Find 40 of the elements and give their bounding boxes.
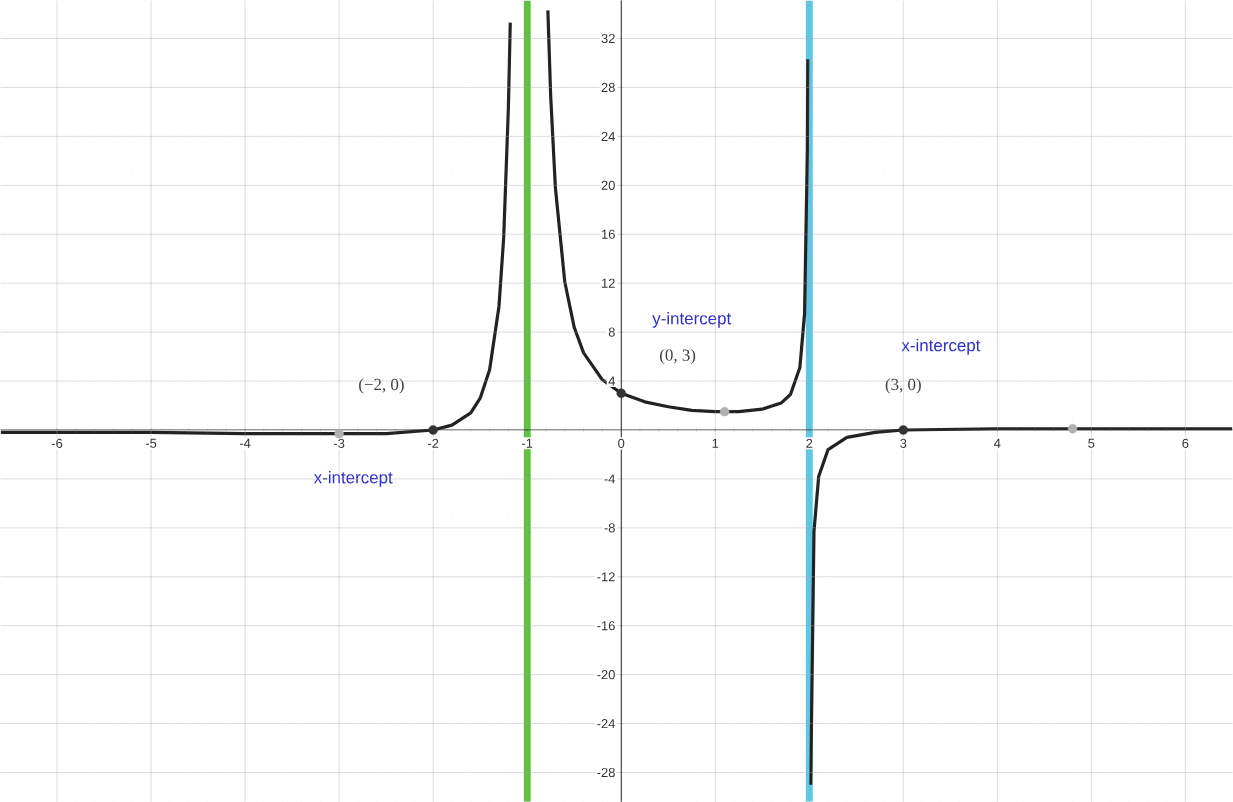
y-tick-label: -24 <box>597 718 616 728</box>
x-tick-label: -4 <box>239 438 251 448</box>
point <box>428 425 438 435</box>
x-tick-label: -2 <box>427 438 439 448</box>
x-tick-label: -6 <box>51 438 63 448</box>
x-tick-label: 0 <box>618 438 625 448</box>
y-tick-label: -28 <box>597 767 615 777</box>
annotation: x-intercept <box>901 338 981 355</box>
point <box>898 425 908 435</box>
y-tick-label: 4 <box>608 376 616 386</box>
y-tick-label: 8 <box>608 327 615 337</box>
x-tick-label: 2 <box>806 438 813 448</box>
x-tick-label: -5 <box>145 438 157 448</box>
annotation: y-intercept <box>652 311 732 328</box>
point <box>616 388 626 398</box>
annotation: (3, 0) <box>885 378 921 394</box>
x-tick-label: 1 <box>712 438 719 448</box>
y-tick-label: 12 <box>601 278 615 288</box>
x-tick-label: 5 <box>1088 438 1095 448</box>
y-tick-label: 32 <box>601 33 615 43</box>
y-tick-label: 28 <box>601 82 615 92</box>
y-tick-label: -4 <box>604 474 616 484</box>
x-tick-label: 4 <box>994 438 1001 448</box>
annotation: (0, 3) <box>660 348 696 365</box>
x-tick-label: 3 <box>900 438 907 448</box>
annotation: x-intercept <box>313 470 393 487</box>
x-tick-label: -3 <box>333 438 345 448</box>
y-tick-label: 16 <box>601 229 615 239</box>
x-tick-label: -1 <box>522 438 533 448</box>
y-tick-label: 24 <box>601 131 616 141</box>
annotation: (−2, 0) <box>359 378 404 394</box>
y-tick-label: 20 <box>601 180 615 190</box>
point <box>334 428 344 439</box>
point <box>1067 423 1078 434</box>
point <box>719 406 730 417</box>
x-tick-label: 6 <box>1182 438 1189 448</box>
y-tick-label: -8 <box>604 523 615 533</box>
y-tick-label: -12 <box>597 572 615 582</box>
y-tick-label: -20 <box>597 669 615 679</box>
y-tick-label: -16 <box>597 620 615 631</box>
